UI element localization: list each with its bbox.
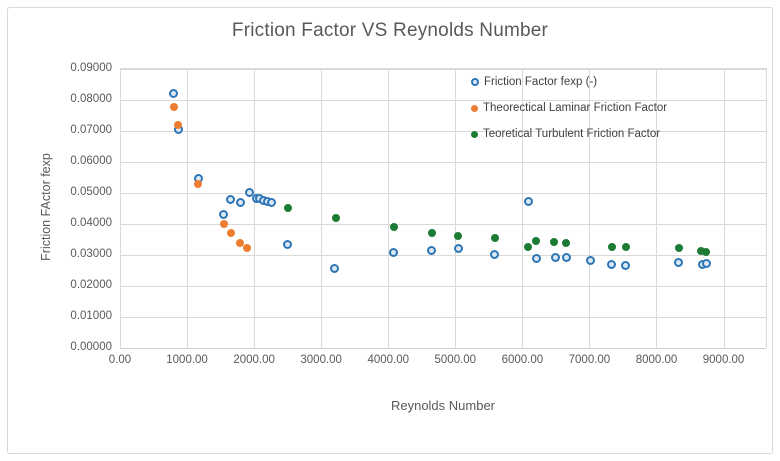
data-point-series-0 (427, 246, 437, 256)
data-point-series-0 (453, 243, 463, 253)
y-tick-label: 0.09000 (70, 61, 112, 74)
h-gridline (120, 99, 766, 101)
data-point-series-0 (562, 252, 572, 262)
data-point-series-0 (226, 195, 236, 205)
h-gridline (120, 285, 766, 287)
x-tick-label: 4000.00 (367, 354, 410, 366)
v-gridline (120, 69, 121, 348)
y-tick-label: 0.07000 (70, 123, 112, 136)
legend-marker-icon (471, 104, 478, 112)
v-gridline (723, 69, 725, 348)
y-tick-label: 0.02000 (70, 278, 112, 291)
x-tick-label: 0.00 (108, 354, 132, 366)
y-tick-label: 0.00000 (70, 340, 112, 353)
legend-label: Theorectical Laminar Friction Factor (483, 102, 668, 114)
data-point-series-1 (219, 219, 228, 228)
y-tick-label: 0.06000 (70, 154, 112, 167)
x-tick-label: 9000.00 (702, 354, 745, 366)
v-gridline (589, 69, 591, 348)
data-point-series-0 (236, 197, 246, 207)
data-point-series-2 (697, 247, 706, 256)
data-point-series-0 (621, 260, 631, 270)
y-axis-title: Friction FActor fexp (39, 153, 53, 261)
legend-label: Teoretical Turbulent Friction Factor (483, 128, 661, 140)
h-gridline (120, 68, 766, 70)
data-point-series-0 (283, 239, 293, 249)
data-point-series-2 (389, 223, 398, 232)
v-gridline (388, 69, 390, 348)
data-point-series-1 (174, 120, 182, 129)
data-point-series-0 (219, 210, 229, 220)
x-axis-title: Reynolds Number (390, 398, 496, 413)
data-point-series-0 (266, 197, 276, 207)
h-gridline (120, 130, 766, 132)
data-point-series-2 (674, 244, 683, 253)
data-point-series-0 (585, 256, 595, 266)
y-tick-label: 0.05000 (70, 185, 112, 198)
v-gridline (656, 69, 658, 348)
data-point-series-2 (454, 232, 463, 241)
v-gridline (187, 69, 189, 348)
data-point-series-2 (561, 238, 570, 247)
data-point-series-1 (226, 228, 235, 237)
h-gridline (120, 192, 766, 194)
y-tick-label: 0.03000 (70, 247, 112, 260)
v-gridline (254, 69, 256, 348)
data-point-series-0 (607, 260, 617, 270)
data-point-series-2 (702, 247, 711, 256)
data-point-series-0 (674, 258, 684, 268)
data-point-series-2 (523, 242, 532, 251)
data-point-series-0 (330, 263, 340, 273)
x-tick-label: 5000.00 (434, 354, 477, 366)
h-gridline (120, 161, 766, 163)
x-tick-label: 2000.00 (233, 354, 275, 366)
data-point-series-2 (490, 233, 499, 242)
data-point-series-0 (702, 259, 712, 269)
y-tick-label: 0.08000 (70, 92, 112, 105)
data-point-series-0 (532, 253, 542, 263)
x-tick-label: 1000.00 (166, 354, 208, 366)
data-point-series-0 (389, 248, 399, 258)
data-point-series-1 (243, 244, 252, 253)
x-axis-line (120, 348, 766, 349)
data-point-series-0 (523, 196, 533, 206)
data-point-series-2 (331, 214, 340, 223)
data-point-series-0 (490, 249, 500, 259)
v-gridline (321, 69, 323, 348)
legend-marker-icon (471, 78, 479, 86)
y-tick-label: 0.04000 (70, 216, 112, 229)
x-tick-label: 6000.00 (501, 354, 544, 366)
x-tick-label: 8000.00 (635, 354, 678, 366)
legend-item-2: Teoretical Turbulent Friction Factor (471, 121, 667, 147)
y-tick-label: 0.01000 (70, 309, 112, 322)
x-tick-label: 3000.00 (300, 354, 342, 366)
data-point-series-1 (169, 103, 178, 112)
data-point-series-0 (169, 89, 179, 99)
legend-item-0: Friction Factor fexp (-) (471, 69, 667, 95)
data-point-series-2 (550, 237, 559, 246)
chart-title: Friction Factor VS Reynolds Number (231, 20, 549, 41)
legend: Friction Factor fexp (-) Theorectical Lam… (471, 69, 667, 147)
x-tick-label: 7000.00 (568, 354, 611, 366)
data-point-series-2 (621, 243, 630, 252)
data-point-series-0 (550, 252, 560, 262)
plot-area (120, 68, 767, 349)
data-point-series-1 (235, 239, 244, 248)
data-point-series-0 (244, 188, 254, 198)
data-point-series-2 (607, 242, 616, 251)
v-gridline (522, 69, 524, 348)
data-point-series-2 (427, 228, 436, 237)
legend-label: Friction Factor fexp (-) (484, 76, 598, 88)
legend-item-1: Theorectical Laminar Friction Factor (471, 95, 667, 121)
v-gridline (455, 69, 457, 348)
h-gridline (120, 254, 766, 256)
data-point-series-2 (532, 237, 541, 246)
data-point-series-1 (193, 180, 202, 189)
h-gridline (120, 316, 766, 318)
data-point-series-2 (283, 203, 292, 212)
legend-marker-icon (471, 130, 478, 138)
h-gridline (120, 223, 766, 225)
